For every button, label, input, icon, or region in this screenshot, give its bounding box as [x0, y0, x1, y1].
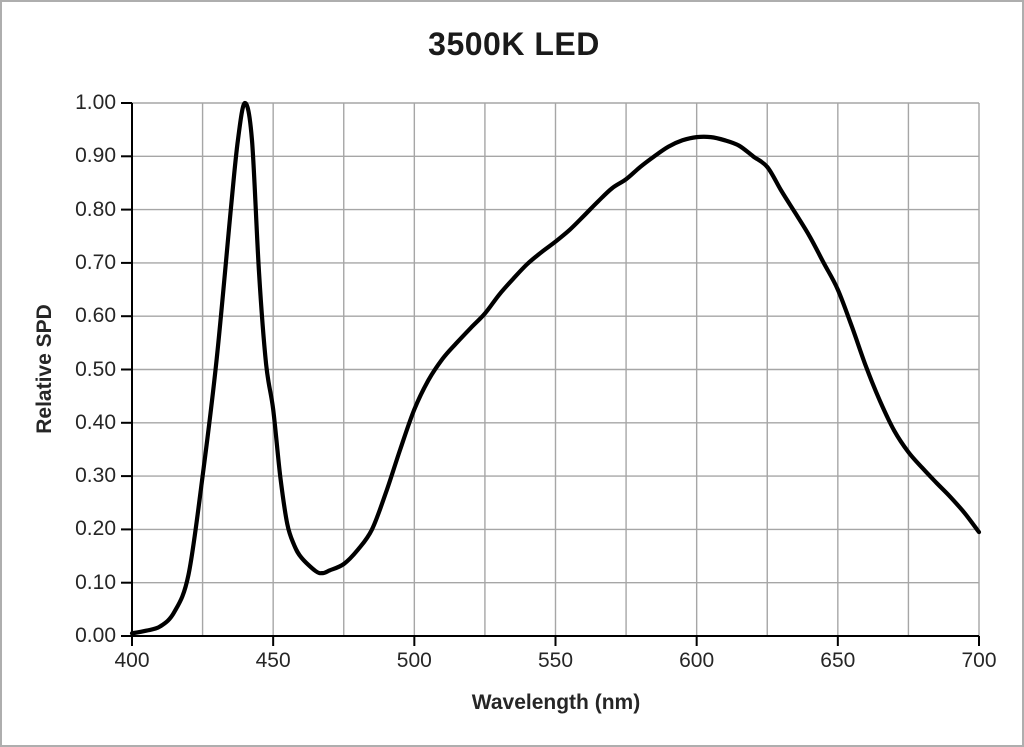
y-tick-label: 0.90 — [75, 144, 116, 168]
spd-curve — [129, 100, 982, 636]
y-tick-label: 0.80 — [75, 197, 116, 221]
y-tick-label: 1.00 — [75, 91, 116, 114]
x-tick-label: 700 — [961, 649, 997, 672]
x-axis-title: Wavelength (nm) — [471, 691, 641, 714]
y-tick-label: 0.20 — [75, 517, 116, 541]
x-tick-label: 500 — [396, 649, 432, 672]
x-tick-label: 550 — [537, 649, 574, 672]
x-tick-label: 650 — [820, 649, 856, 672]
y-tick-label: 0.00 — [75, 624, 116, 647]
x-tick-label: 400 — [114, 649, 150, 672]
y-tick-label: 0.50 — [75, 357, 116, 381]
y-tick-label: 0.30 — [75, 464, 116, 488]
x-tick-label: 450 — [255, 649, 291, 672]
chart-title: 3500K LED — [428, 26, 600, 62]
y-tick-label: 0.70 — [75, 250, 116, 274]
y-tick-label: 0.10 — [75, 570, 116, 594]
y-tick-label: 0.40 — [75, 410, 116, 434]
x-tick-label: 600 — [679, 649, 715, 672]
y-tick-label: 0.60 — [75, 304, 116, 328]
